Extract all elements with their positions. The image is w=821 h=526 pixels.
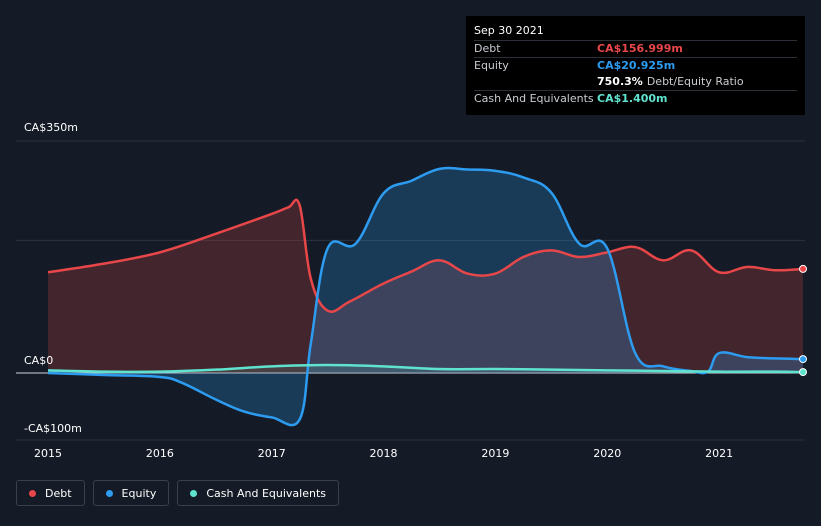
tooltip-row-debt: Debt CA$156.999m xyxy=(474,40,797,57)
tooltip-row-cash: Cash And Equivalents CA$1.400m xyxy=(474,90,797,107)
tooltip-row-equity: Equity CA$20.925m xyxy=(474,57,797,74)
y-axis-label-0: CA$350m xyxy=(24,121,78,134)
legend-dot-cash xyxy=(190,489,198,497)
tooltip-ratio-label-spacer xyxy=(474,74,597,90)
x-tick-label-2015: 2015 xyxy=(34,447,62,460)
data-tooltip: Sep 30 2021 Debt CA$156.999m Equity CA$2… xyxy=(466,16,805,115)
chart-end-markers xyxy=(799,264,807,377)
chart-lines xyxy=(47,166,804,427)
legend-dot-equity xyxy=(105,489,113,497)
end-marker-equity xyxy=(799,355,807,364)
tooltip-cash-label: Cash And Equivalents xyxy=(474,92,594,105)
tooltip-debt-label: Debt xyxy=(474,42,501,55)
legend-label-equity: Equity xyxy=(121,486,157,500)
area-equity xyxy=(48,168,803,426)
x-tick-label-2019: 2019 xyxy=(481,447,509,460)
legend-dot-debt xyxy=(29,489,36,497)
end-marker-cash-and-equivalents xyxy=(799,368,807,377)
end-marker-debt xyxy=(799,264,807,273)
x-tick-label-2020: 2020 xyxy=(593,447,621,460)
area-debt xyxy=(48,199,803,373)
tooltip-ratio-value: 750.3% xyxy=(597,75,643,88)
chart-areas xyxy=(48,168,803,426)
legend-item-cash[interactable]: Cash And Equivalents xyxy=(177,480,339,506)
tooltip-cash-value: CA$1.400m xyxy=(597,92,668,105)
y-axis-labels: CA$350m CA$0 -CA$100m xyxy=(24,121,82,435)
y-axis-label-1: CA$0 xyxy=(24,354,53,367)
tooltip-row-ratio: 750.3% Debt/Equity Ratio xyxy=(474,74,797,90)
legend-label-cash: Cash And Equivalents xyxy=(206,486,326,500)
x-tick-label-2021: 2021 xyxy=(705,447,733,460)
tooltip-equity-value: CA$20.925m xyxy=(597,59,676,72)
line-cash-and-equivalents xyxy=(47,363,804,374)
tooltip-date: Sep 30 2021 xyxy=(474,24,544,37)
chart-legend: Debt Equity Cash And Equivalents xyxy=(16,480,339,506)
tooltip-debt-value: CA$156.999m xyxy=(597,42,683,55)
x-tick-label-2018: 2018 xyxy=(370,447,398,460)
x-axis-ticks: 2015 2016 2017 2018 2019 2020 2021 xyxy=(34,447,733,460)
tooltip-equity-label: Equity xyxy=(474,59,509,72)
legend-item-debt[interactable]: Debt xyxy=(16,480,85,506)
y-axis-label-2: -CA$100m xyxy=(24,422,82,435)
x-tick-label-2017: 2017 xyxy=(258,447,286,460)
line-debt xyxy=(47,198,804,313)
legend-label-debt: Debt xyxy=(45,486,72,500)
tooltip-ratio-suffix: Debt/Equity Ratio xyxy=(646,75,744,88)
x-tick-label-2016: 2016 xyxy=(146,447,174,460)
legend-item-equity[interactable]: Equity xyxy=(92,480,170,506)
